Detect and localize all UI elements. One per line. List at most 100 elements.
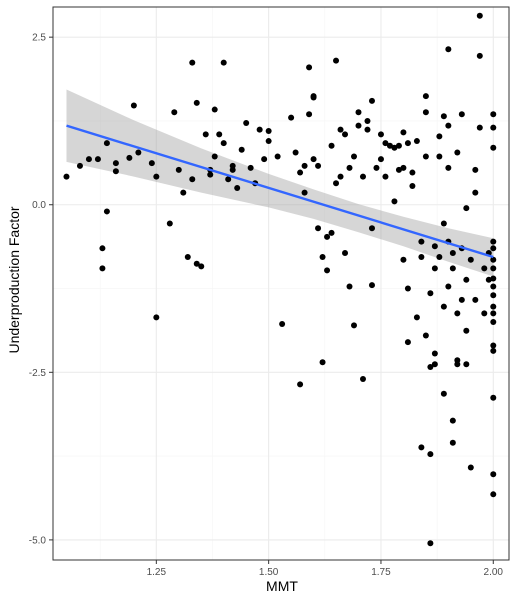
- trend-line-group: [66, 124, 494, 259]
- data-point: [166, 220, 173, 227]
- data-point: [355, 122, 362, 129]
- data-point: [85, 156, 92, 163]
- data-point: [490, 292, 497, 299]
- data-point: [220, 140, 227, 147]
- data-point: [431, 361, 438, 368]
- data-point: [328, 142, 335, 149]
- data-point: [386, 142, 393, 149]
- data-point: [351, 322, 357, 329]
- data-point: [436, 153, 443, 160]
- data-point: [373, 164, 380, 171]
- trend-line: [66, 124, 494, 259]
- data-point: [301, 189, 308, 196]
- data-point: [180, 189, 187, 196]
- data-point: [490, 111, 497, 118]
- data-point: [319, 359, 326, 366]
- data-point: [490, 471, 497, 478]
- data-point: [382, 173, 389, 180]
- data-point: [476, 52, 483, 59]
- data-point: [364, 126, 371, 133]
- data-point: [413, 314, 420, 321]
- axis-ticks: 1.25 1.50 1.75 2.00 2.5 0.0 -2.5 -5.0: [29, 33, 504, 578]
- data-point: [238, 146, 245, 153]
- data-point: [265, 128, 272, 135]
- data-point: [427, 451, 434, 458]
- x-tick-label: 1.75: [371, 567, 391, 578]
- data-point: [476, 12, 483, 19]
- data-point: [440, 220, 447, 227]
- data-point: [472, 166, 479, 173]
- y-axis-title: Underproduction Factor: [6, 206, 22, 353]
- data-point: [364, 117, 371, 124]
- data-point: [422, 153, 429, 160]
- data-point: [112, 168, 119, 175]
- data-point: [63, 173, 70, 180]
- data-point: [431, 350, 438, 357]
- data-point: [153, 314, 160, 321]
- data-point: [279, 321, 286, 328]
- data-point: [315, 225, 322, 232]
- panel-border: [52, 6, 510, 561]
- data-point: [220, 59, 227, 66]
- data-point: [342, 131, 349, 138]
- data-point: [454, 361, 461, 368]
- data-point: [135, 149, 142, 156]
- data-point: [202, 131, 209, 138]
- data-point: [436, 133, 443, 140]
- data-point: [103, 208, 110, 215]
- data-point: [337, 126, 344, 133]
- data-point: [189, 176, 196, 183]
- data-point: [337, 173, 344, 180]
- data-point: [409, 182, 416, 189]
- data-point: [198, 263, 205, 270]
- data-point: [490, 144, 497, 151]
- data-point: [391, 144, 398, 151]
- data-point: [472, 296, 479, 303]
- data-point: [490, 256, 497, 263]
- data-point: [310, 93, 317, 100]
- data-point: [207, 171, 214, 178]
- data-point: [490, 491, 497, 498]
- y-tick-label: -2.5: [29, 368, 47, 379]
- data-point: [333, 180, 340, 187]
- data-point: [328, 229, 335, 236]
- data-point: [382, 140, 389, 147]
- data-point: [130, 102, 137, 109]
- data-point: [301, 162, 308, 169]
- data-point: [184, 254, 191, 261]
- data-point: [413, 138, 420, 145]
- data-point: [463, 205, 470, 212]
- data-point: [490, 310, 497, 317]
- data-point: [297, 381, 304, 388]
- y-tick-label: -5.0: [29, 535, 47, 546]
- data-point: [99, 265, 106, 272]
- data-point: [319, 254, 326, 261]
- data-point: [490, 238, 497, 245]
- data-point: [126, 154, 133, 161]
- data-point: [234, 184, 241, 191]
- data-point: [431, 243, 438, 250]
- data-point: [229, 162, 236, 169]
- data-point: [175, 166, 182, 173]
- data-point: [467, 464, 474, 471]
- data-point: [458, 111, 465, 118]
- confidence-band-area: [66, 89, 494, 277]
- data-point: [324, 267, 331, 274]
- data-point: [449, 439, 456, 446]
- data-point: [274, 153, 281, 160]
- data-point: [463, 361, 470, 368]
- data-point: [449, 417, 456, 424]
- data-point: [404, 285, 411, 292]
- data-point: [427, 540, 434, 547]
- data-point: [368, 97, 375, 104]
- data-point: [467, 256, 474, 263]
- data-point: [400, 256, 407, 263]
- data-point: [490, 245, 497, 252]
- data-point: [440, 113, 447, 120]
- data-point: [76, 162, 83, 169]
- data-point: [359, 376, 366, 383]
- data-point: [472, 189, 479, 196]
- data-point: [490, 303, 497, 310]
- data-point: [346, 164, 353, 171]
- y-tick-label: 2.5: [32, 33, 46, 44]
